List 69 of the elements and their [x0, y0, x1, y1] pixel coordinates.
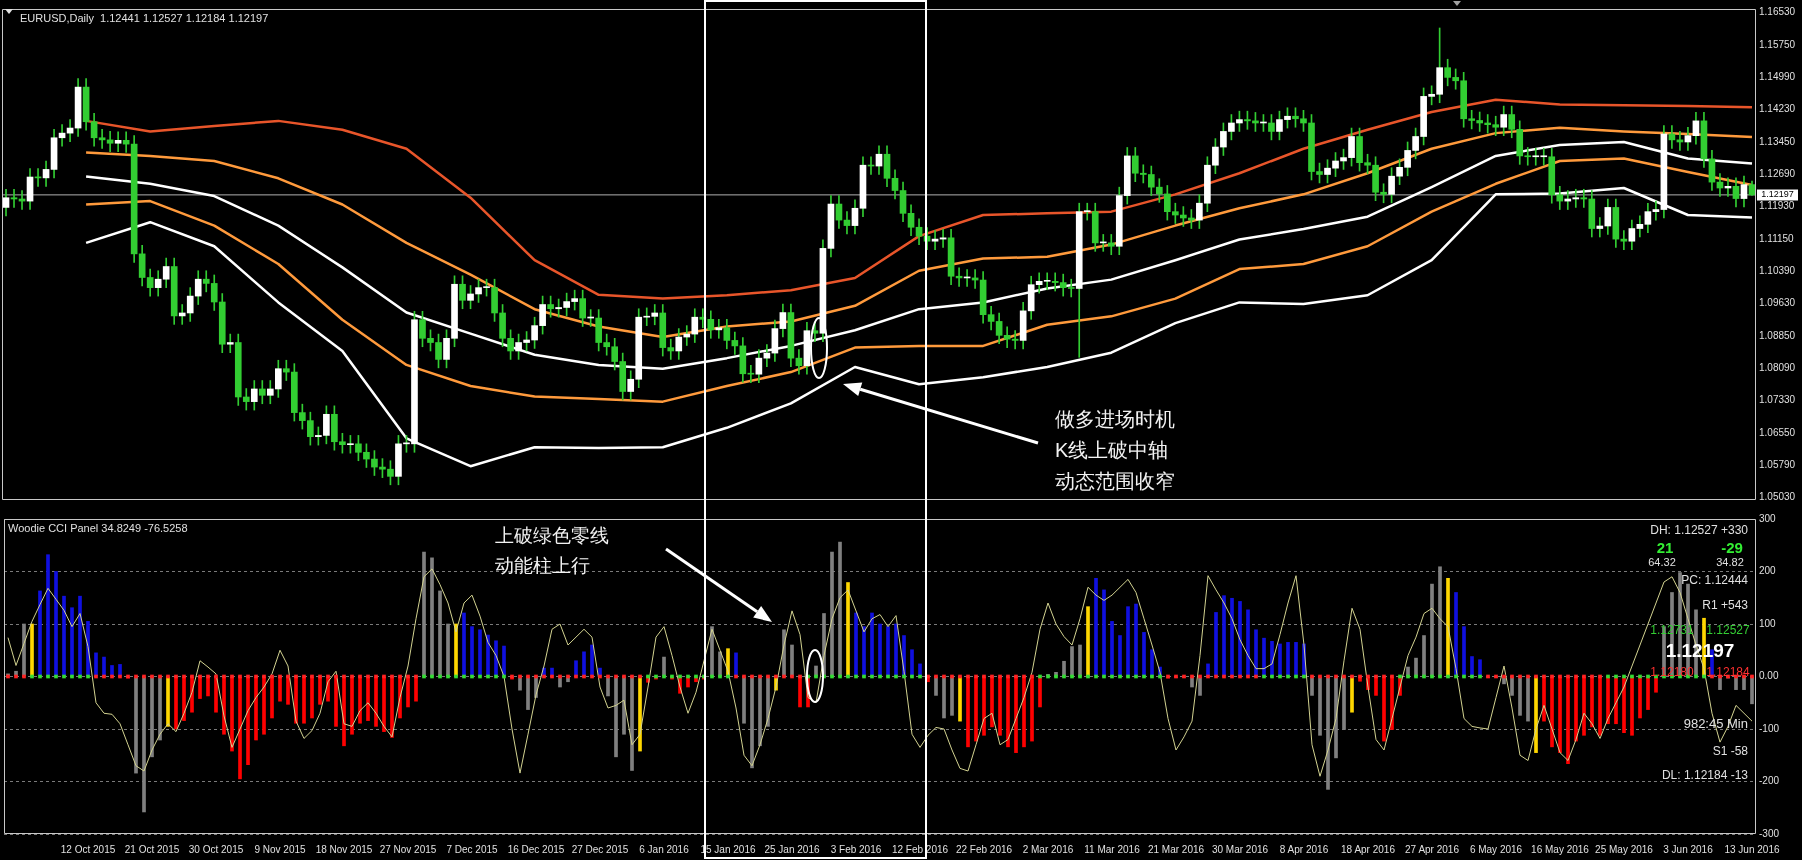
x-tick-label: 12 Feb 2016: [891, 843, 949, 855]
y-tick-label: 1.15750: [1759, 38, 1796, 50]
y-tick-label: 1.13450: [1759, 135, 1796, 147]
x-tick-label: 25 May 2016: [1595, 843, 1654, 855]
ref-line-label: 1.12197: [1761, 189, 1794, 200]
y-tick-label: 1.07330: [1759, 394, 1796, 406]
y-tick-label: 300: [1759, 512, 1777, 524]
y-tick-label: 1.16530: [1759, 5, 1796, 17]
x-tick-label: 12 Oct 2015: [60, 843, 116, 855]
y-tick-label: -200: [1759, 775, 1780, 787]
x-tick-label: 9 Nov 2015: [254, 843, 307, 855]
y-tick-label: 1.06550: [1759, 427, 1796, 439]
y-tick-label: 100: [1759, 617, 1777, 629]
y-tick-label: 0.00: [1759, 670, 1779, 682]
annotation: 上破绿色零线: [495, 525, 609, 547]
x-tick-label: 13 Jun 2016: [1724, 843, 1780, 855]
annotation: 34.82: [1716, 556, 1744, 569]
y-tick-label: -300: [1759, 827, 1780, 839]
x-tick-label: 22 Feb 2016: [955, 843, 1013, 855]
x-tick-label: 27 Apr 2016: [1405, 843, 1460, 855]
y-tick-label: 1.10390: [1759, 264, 1796, 276]
annotation: R1 +543: [1702, 598, 1749, 613]
y-tick-label: 1.14990: [1759, 70, 1796, 82]
y-tick-label: 1.14230: [1759, 102, 1796, 114]
y-tick-label: 1.05790: [1759, 459, 1796, 471]
x-tick-label: 2 Mar 2016: [1022, 843, 1074, 855]
annotation: DL: 1.12184 -13: [1661, 768, 1749, 783]
annotation: 动态范围收窄: [1055, 469, 1175, 492]
x-tick-label: 21 Oct 2015: [124, 843, 180, 855]
x-tick-label: 21 Mar 2016: [1147, 843, 1205, 855]
x-tick-label: 16 May 2016: [1531, 843, 1590, 855]
y-tick-label: 1.11150: [1759, 232, 1795, 244]
x-tick-label: 30 Mar 2016: [1211, 843, 1269, 855]
annotation: DH: 1.12527 +330: [1650, 523, 1749, 538]
x-tick-label: 16 Dec 2015: [507, 843, 565, 855]
x-tick-label: 18 Apr 2016: [1341, 843, 1396, 855]
x-tick-label: 30 Oct 2015: [188, 843, 244, 855]
x-tick-label: 11 Mar 2016: [1084, 843, 1141, 855]
annotation: S1 -58: [1712, 744, 1749, 759]
x-tick-label: 27 Nov 2015: [379, 843, 437, 855]
annotation: 21: [1656, 539, 1674, 557]
annotation: 做多进场时机: [1055, 407, 1175, 430]
x-tick-label: 7 Dec 2015: [446, 843, 499, 855]
x-tick-label: 8 Apr 2016: [1279, 843, 1329, 855]
y-tick-label: 1.09630: [1759, 297, 1796, 309]
annotation: -29: [1721, 539, 1743, 557]
annotation: 64.32: [1648, 556, 1676, 569]
x-tick-label: 25 Jan 2016: [764, 843, 820, 855]
y-tick-label: 1.11930: [1759, 199, 1795, 211]
y-tick-label: -100: [1759, 722, 1780, 734]
annotation: K线上破中轴: [1055, 438, 1169, 461]
chart-title: EURUSD,Daily 1.12441 1.12527 1.12184 1.12197: [20, 12, 269, 25]
y-tick-label: 1.08850: [1759, 329, 1796, 341]
annotation: 动能柱上行: [495, 555, 590, 577]
annotation: 982:45 Min: [1683, 715, 1748, 731]
x-tick-label: 18 Nov 2015: [315, 843, 373, 855]
annotation: 1.12527: [1706, 623, 1751, 638]
y-tick-label: 1.05030: [1759, 491, 1796, 503]
x-tick-label: 6 Jan 2016: [639, 843, 690, 855]
chart-title: Woodie CCI Panel 34.8249 -76.5258: [8, 522, 188, 535]
x-tick-label: 27 Dec 2015: [571, 843, 629, 855]
x-tick-label: 6 May 2016: [1469, 843, 1523, 855]
y-tick-label: 1.12690: [1759, 167, 1796, 179]
annotation: 1.12180: [1650, 665, 1695, 680]
annotation: PC: 1.12444: [1681, 573, 1749, 588]
y-tick-label: 1.08090: [1759, 362, 1796, 374]
y-tick-label: 200: [1759, 565, 1777, 577]
x-tick-label: 3 Jun 2016: [1663, 843, 1714, 855]
x-tick-label: 3 Feb 2016: [830, 843, 882, 855]
